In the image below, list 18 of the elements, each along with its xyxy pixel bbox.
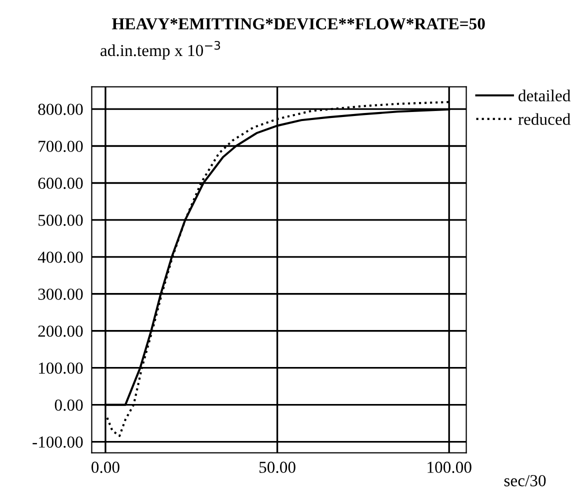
chart-title: HEAVY*EMITTING*DEVICE**FLOW*RATE=50 bbox=[112, 18, 485, 30]
y-tick-label: 600.00 bbox=[38, 178, 83, 190]
y-tick-label: 100.00 bbox=[39, 362, 83, 374]
y-tick-label: 800.00 bbox=[38, 104, 83, 116]
x-tick-label: 0.00 bbox=[92, 462, 120, 473]
y-tick-label: 0.00 bbox=[54, 400, 83, 411]
y-tick-label: 500.00 bbox=[38, 214, 83, 226]
y-axis-title: ad.in.temp x 10$^{−3}$ bbox=[100, 40, 220, 60]
x-tick-label: 50.00 bbox=[260, 462, 296, 473]
y-tick-label: 200.00 bbox=[38, 326, 83, 337]
legend-label: detailed bbox=[518, 90, 570, 102]
y-tick-label: -100.00 bbox=[32, 436, 83, 448]
legend-label: reduced bbox=[518, 113, 570, 125]
x-tick-label: 100.00 bbox=[428, 462, 472, 473]
y-tick-label: 400.00 bbox=[38, 252, 83, 263]
y-tick-label: 700.00 bbox=[38, 140, 83, 152]
x-axis-title: sec/30 bbox=[504, 475, 546, 486]
y-tick-label: 300.00 bbox=[38, 288, 83, 300]
